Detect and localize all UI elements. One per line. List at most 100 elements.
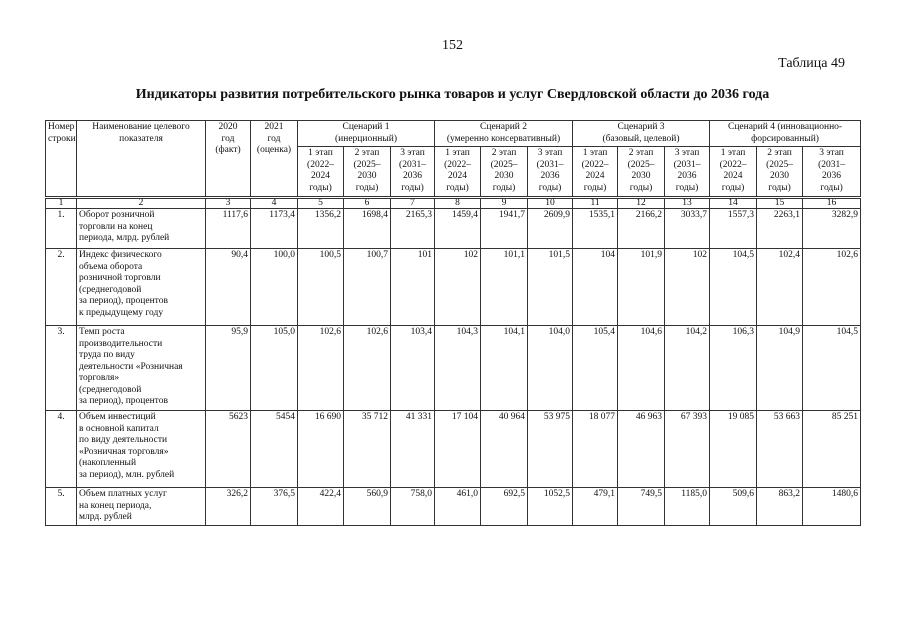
table-row: 1 2 3 4 5 6 7 8 9 10 11 12 13 14 15 16 — [45, 196, 862, 209]
table-row: 5. Объем платных услуг на конец периода, … — [45, 487, 862, 526]
row-number: 4. — [45, 410, 77, 488]
value-cell: 1356,2 — [297, 208, 344, 249]
column-number: 4 — [250, 196, 298, 209]
value-cell: 5623 — [205, 410, 251, 488]
value-cell: 560,9 — [343, 487, 391, 526]
value-cell: 53 663 — [756, 410, 804, 488]
value-cell: 2609,9 — [527, 208, 574, 249]
header-cell: Сценарий 3 (базовый, целевой) — [572, 120, 711, 147]
value-cell: 100,5 — [297, 248, 344, 326]
column-number: 7 — [389, 196, 436, 209]
row-number: 3. — [45, 325, 77, 411]
value-cell: 104,5 — [709, 248, 758, 326]
column-number: 10 — [527, 196, 574, 209]
header-cell: Наименование целевого показателя — [76, 120, 206, 198]
indicator-name: Оборот розничной торговли на конец перио… — [76, 208, 206, 249]
value-cell: 104,6 — [617, 325, 666, 411]
value-cell: 16 690 — [297, 410, 344, 488]
table-row: 4. Объем инвестиций в основной капитал по… — [45, 410, 862, 488]
value-cell: 104,1 — [480, 325, 529, 411]
value-cell: 53 975 — [527, 410, 574, 488]
value-cell: 509,6 — [709, 487, 758, 526]
header-cell: Номер строки — [45, 120, 77, 198]
header-cell: Сценарий 4 (инновационно- форсированный) — [709, 120, 862, 147]
value-cell: 479,1 — [572, 487, 619, 526]
value-cell: 692,5 — [480, 487, 529, 526]
column-number: 5 — [297, 196, 344, 209]
row-number: 1. — [45, 208, 77, 249]
value-cell: 35 712 — [343, 410, 391, 488]
value-cell: 376,5 — [250, 487, 298, 526]
value-cell: 103,4 — [389, 325, 436, 411]
stage-header-cell: 2 этап (2025– 2030 годы) — [617, 146, 666, 198]
value-cell: 90,4 — [205, 248, 251, 326]
value-cell: 17 104 — [434, 410, 482, 488]
stage-header-cell: 1 этап (2022– 2024 годы) — [297, 146, 344, 198]
table-label: Таблица 49 — [778, 56, 845, 71]
value-cell: 2263,1 — [756, 208, 804, 249]
stage-header-cell: 2 этап (2025– 2030 годы) — [480, 146, 529, 198]
value-cell: 863,2 — [756, 487, 804, 526]
row-number: 2. — [45, 248, 77, 326]
column-number: 8 — [434, 196, 482, 209]
value-cell: 106,3 — [709, 325, 758, 411]
header-cell: 2020 год (факт) — [205, 120, 251, 198]
value-cell: 1185,0 — [664, 487, 711, 526]
value-cell: 102,6 — [343, 325, 391, 411]
stage-header-cell: 1 этап (2022– 2024 годы) — [572, 146, 619, 198]
value-cell: 104,0 — [527, 325, 574, 411]
column-number: 3 — [205, 196, 251, 209]
indicator-name: Индекс физического объема оборота рознич… — [76, 248, 206, 326]
column-number: 11 — [572, 196, 619, 209]
column-number: 16 — [802, 196, 862, 209]
value-cell: 1557,3 — [709, 208, 758, 249]
value-cell: 101 — [389, 248, 436, 326]
table-row: 2. Индекс физического объема оборота розн… — [45, 248, 862, 326]
value-cell: 104,2 — [664, 325, 711, 411]
value-cell: 40 964 — [480, 410, 529, 488]
value-cell: 104 — [572, 248, 619, 326]
value-cell: 5454 — [250, 410, 298, 488]
value-cell: 102,4 — [756, 248, 804, 326]
value-cell: 3282,9 — [802, 208, 862, 249]
column-number: 13 — [664, 196, 711, 209]
table: Номер строки Наименование целевого показа… — [45, 120, 862, 526]
value-cell: 101,5 — [527, 248, 574, 326]
value-cell: 101,1 — [480, 248, 529, 326]
stage-header-cell: 3 этап (2031– 2036 годы) — [527, 146, 574, 198]
title: Индикаторы развития потребительского рын… — [135, 87, 770, 102]
value-cell: 1480,6 — [802, 487, 862, 526]
value-cell: 19 085 — [709, 410, 758, 488]
value-cell: 18 077 — [572, 410, 619, 488]
header-cell: Сценарий 1 (инерционный) — [296, 120, 436, 147]
value-cell: 422,4 — [297, 487, 344, 526]
value-cell: 1117,6 — [205, 208, 251, 249]
value-cell: 105,4 — [572, 325, 619, 411]
value-cell: 1052,5 — [527, 487, 574, 526]
value-cell: 2165,3 — [389, 208, 436, 249]
value-cell: 749,5 — [617, 487, 666, 526]
value-cell: 85 251 — [802, 410, 862, 488]
stage-header-cell: 3 этап (2031– 2036 годы) — [389, 146, 436, 198]
value-cell: 102 — [434, 248, 482, 326]
table-row: 1. Оборот розничной торговли на конец пер… — [45, 208, 862, 249]
value-cell: 1698,4 — [343, 208, 391, 249]
value-cell: 102,6 — [297, 325, 344, 411]
page-number: 152 — [442, 38, 463, 53]
value-cell: 1941,7 — [480, 208, 529, 249]
value-cell: 102 — [664, 248, 711, 326]
header-cell: 2021 год (оценка) — [250, 120, 298, 198]
value-cell: 104,3 — [434, 325, 482, 411]
stage-header-cell: 1 этап (2022– 2024 годы) — [434, 146, 482, 198]
indicator-name: Объем инвестиций в основной капитал по в… — [76, 410, 206, 488]
stage-header-cell: 3 этап (2031– 2036 годы) — [664, 146, 711, 198]
table-row: 1 этап (2022– 2024 годы) 2 этап (2025– 20… — [46, 146, 862, 198]
row-number: 5. — [45, 487, 77, 526]
value-cell: 1535,1 — [572, 208, 619, 249]
value-cell: 2166,2 — [617, 208, 666, 249]
value-cell: 1459,4 — [434, 208, 482, 249]
column-number: 1 — [45, 196, 77, 209]
value-cell: 67 393 — [664, 410, 711, 488]
table-row: Номер строки Наименование целевого показа… — [45, 120, 862, 198]
